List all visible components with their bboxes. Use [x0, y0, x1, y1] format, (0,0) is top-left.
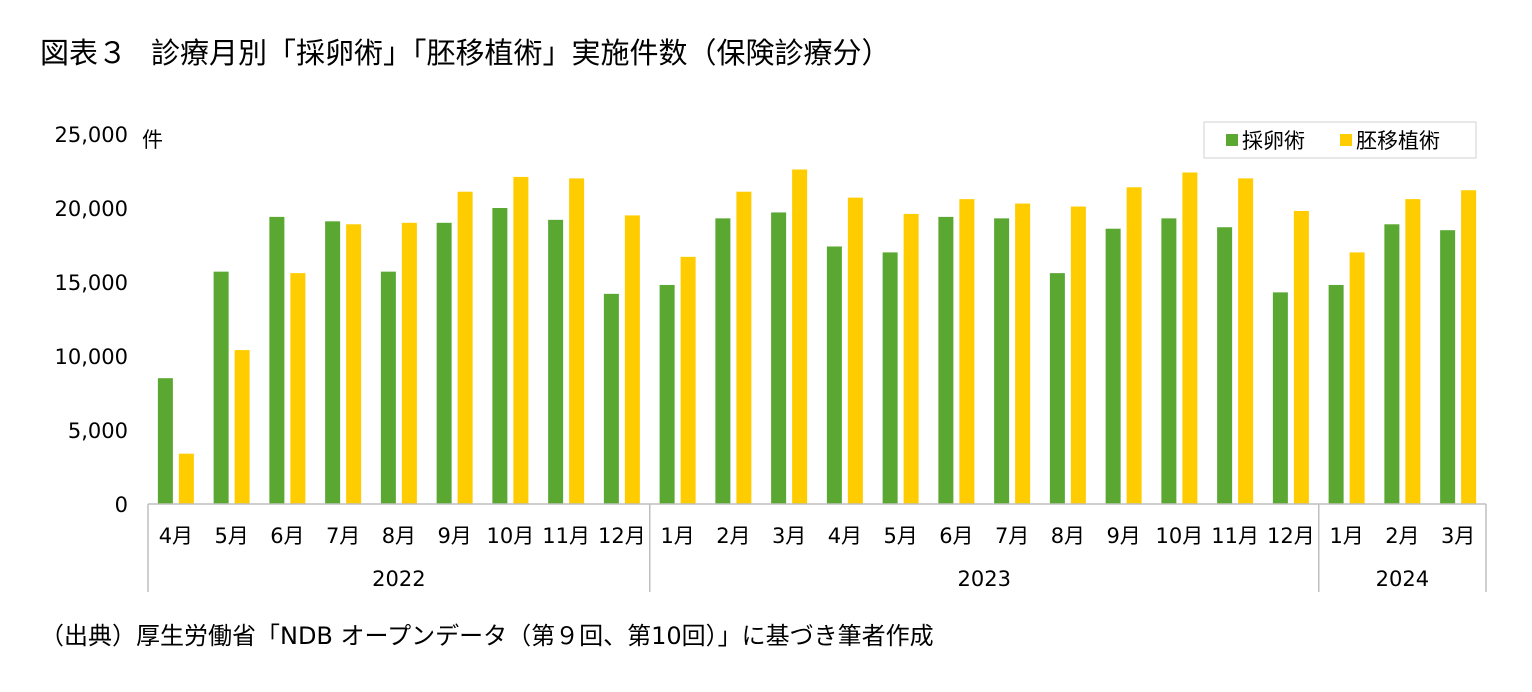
bar-egg-retrieval — [826, 246, 842, 505]
bar-egg-retrieval — [1161, 218, 1177, 505]
bar-embryo-transfer — [234, 350, 250, 504]
bar-embryo-transfer — [346, 224, 362, 504]
year-label: 2023 — [958, 567, 1011, 591]
bar-embryo-transfer — [1070, 206, 1086, 504]
x-tick-label: 3月 — [772, 524, 806, 548]
bar-embryo-transfer — [847, 197, 863, 504]
x-tick-label: 1月 — [660, 524, 694, 548]
bar-egg-retrieval — [1105, 228, 1121, 504]
x-tick-label: 8月 — [1051, 524, 1085, 548]
bar-egg-retrieval — [659, 284, 675, 504]
y-tick-label: 10,000 — [55, 345, 128, 369]
x-tick-label: 3月 — [1441, 524, 1475, 548]
y-tick-label: 20,000 — [55, 197, 128, 221]
x-tick-label: 5月 — [883, 524, 917, 548]
x-tick-label: 8月 — [382, 524, 416, 548]
bar-egg-retrieval — [603, 293, 619, 504]
bar-embryo-transfer — [792, 169, 808, 504]
legend-swatch — [1340, 134, 1352, 146]
x-tick-label: 12月 — [1267, 524, 1315, 548]
x-tick-label: 7月 — [995, 524, 1029, 548]
y-axis: 0 5,000 10,000 15,000 20,000 25,000 件 — [55, 123, 163, 517]
bar-embryo-transfer — [959, 199, 975, 504]
bar-egg-retrieval — [548, 219, 564, 504]
bar-egg-retrieval — [1217, 227, 1233, 505]
x-tick-label: 4月 — [159, 524, 193, 548]
legend-swatch — [1226, 134, 1238, 146]
y-tick-label: 25,000 — [55, 123, 128, 147]
x-tick-label: 6月 — [939, 524, 973, 548]
x-tick-label: 11月 — [542, 524, 590, 548]
legend-label: 採卵術 — [1242, 129, 1305, 153]
x-axis: 4月 5月 6月 7月 8月 9月 10月 11月 12月 1月 2月 3月 4月 5月 6月 7月 8月 9月 1… — [147, 503, 1487, 592]
bar-embryo-transfer — [624, 215, 640, 504]
year-label: 2024 — [1376, 567, 1429, 591]
bar-egg-retrieval — [715, 218, 731, 505]
y-tick-label: 0 — [115, 493, 128, 517]
bar-embryo-transfer — [1126, 187, 1142, 504]
y-unit-label: 件 — [142, 128, 163, 152]
bar-embryo-transfer — [1238, 178, 1254, 504]
y-tick-label: 5,000 — [68, 419, 128, 443]
bar-egg-retrieval — [938, 216, 954, 504]
x-tick-label: 1月 — [1329, 524, 1363, 548]
bar-egg-retrieval — [1049, 273, 1065, 504]
bar-egg-retrieval — [325, 221, 341, 504]
bar-egg-retrieval — [380, 271, 396, 504]
bar-embryo-transfer — [513, 176, 529, 505]
bar-embryo-transfer — [680, 256, 696, 504]
bar-embryo-transfer — [1349, 252, 1365, 504]
bar-egg-retrieval — [213, 271, 229, 504]
bar-embryo-transfer — [290, 273, 306, 504]
bar-embryo-transfer — [457, 191, 473, 504]
bar-embryo-transfer — [1293, 210, 1309, 504]
chart-title: 図表３ 診療月別「採卵術」「胚移植術」実施件数（保険診療分） — [40, 30, 891, 72]
bar-embryo-transfer — [401, 222, 417, 505]
x-tick-label: 10月 — [1156, 524, 1204, 548]
bar-embryo-transfer — [903, 213, 919, 505]
year-label: 2022 — [372, 567, 425, 591]
x-tick-label: 9月 — [1106, 524, 1140, 548]
bar-egg-retrieval — [269, 216, 285, 504]
x-tick-label: 9月 — [437, 524, 471, 548]
bar-embryo-transfer — [1405, 199, 1421, 504]
bar-embryo-transfer — [178, 453, 194, 504]
bar-embryo-transfer — [569, 178, 585, 504]
x-tick-label: 11月 — [1211, 524, 1259, 548]
bar-egg-retrieval — [492, 208, 508, 504]
source-note: （出典）厚生労働省「NDB オープンデータ（第９回、第10回）」に基づき筆者作成 — [40, 622, 934, 650]
bar-egg-retrieval — [1384, 224, 1400, 504]
x-tick-label: 10月 — [487, 524, 535, 548]
x-tick-label: 7月 — [326, 524, 360, 548]
bar-embryo-transfer — [1461, 190, 1477, 505]
legend: 採卵術 胚移植術 — [1203, 121, 1477, 159]
x-tick-label: 2月 — [1385, 524, 1419, 548]
title-text: 診療月別「採卵術」「胚移植術」実施件数（保険診療分） — [151, 36, 891, 70]
bar-embryo-transfer — [736, 191, 752, 504]
bar-egg-retrieval — [882, 252, 898, 504]
x-tick-label: 4月 — [828, 524, 862, 548]
x-tick-label: 6月 — [270, 524, 304, 548]
bar-egg-retrieval — [1272, 292, 1288, 504]
bars — [157, 169, 1477, 505]
bar-egg-retrieval — [771, 212, 787, 504]
legend-label: 胚移植術 — [1356, 129, 1440, 153]
bar-embryo-transfer — [1182, 172, 1198, 505]
bar-egg-retrieval — [157, 378, 173, 504]
x-tick-label: 5月 — [214, 524, 248, 548]
bar-embryo-transfer — [1015, 203, 1031, 504]
y-tick-label: 15,000 — [55, 271, 128, 295]
bar-egg-retrieval — [994, 218, 1010, 505]
figure-number: 図表３ — [40, 36, 128, 70]
bar-egg-retrieval — [436, 222, 452, 505]
bar-egg-retrieval — [1328, 284, 1344, 504]
x-tick-label: 12月 — [598, 524, 646, 548]
bar-egg-retrieval — [1440, 230, 1456, 504]
x-tick-label: 2月 — [716, 524, 750, 548]
